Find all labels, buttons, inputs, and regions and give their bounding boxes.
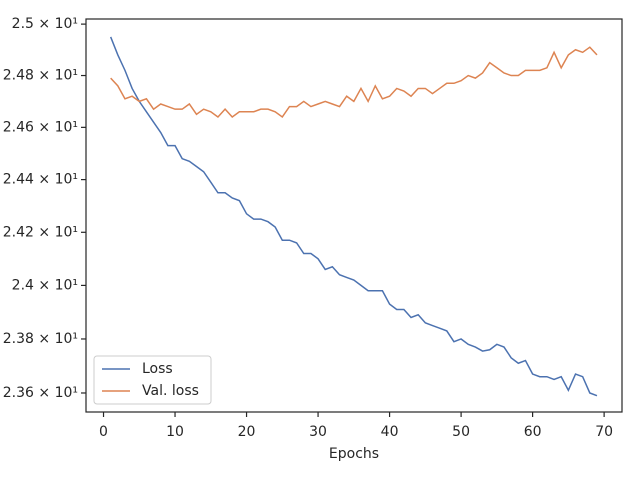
line <box>110 46 598 119</box>
y-tick-label: 2.48 × 10¹ <box>3 68 78 84</box>
x-tick-label: 40 <box>381 424 399 440</box>
line <box>109 36 598 397</box>
y-tick-label: 2.5 × 10¹ <box>12 16 78 32</box>
legend <box>93 355 212 405</box>
y-tick-label: 2.36 × 10¹ <box>3 385 78 401</box>
y-tick-label: 2.42 × 10¹ <box>3 224 78 240</box>
x-tick-label: 30 <box>309 424 327 440</box>
x-tick-label: 10 <box>166 424 184 440</box>
y-tick-label: 2.4 × 10¹ <box>12 277 78 293</box>
x-tick-label: 0 <box>99 424 108 440</box>
y-tick-label: 2.46 × 10¹ <box>3 119 78 135</box>
y-tick-label: 2.38 × 10¹ <box>3 331 78 347</box>
legend-label: Loss <box>142 361 173 377</box>
x-tick-label: 50 <box>452 424 470 440</box>
x-tick-label: 60 <box>524 424 542 440</box>
y-tick-label: 2.44 × 10¹ <box>3 172 78 188</box>
x-axis-label: Epochs <box>329 446 379 462</box>
x-tick-label: 70 <box>595 424 613 440</box>
legend-label: Val. loss <box>142 383 199 399</box>
plot-area <box>85 18 623 413</box>
x-tick-label: 20 <box>238 424 256 440</box>
